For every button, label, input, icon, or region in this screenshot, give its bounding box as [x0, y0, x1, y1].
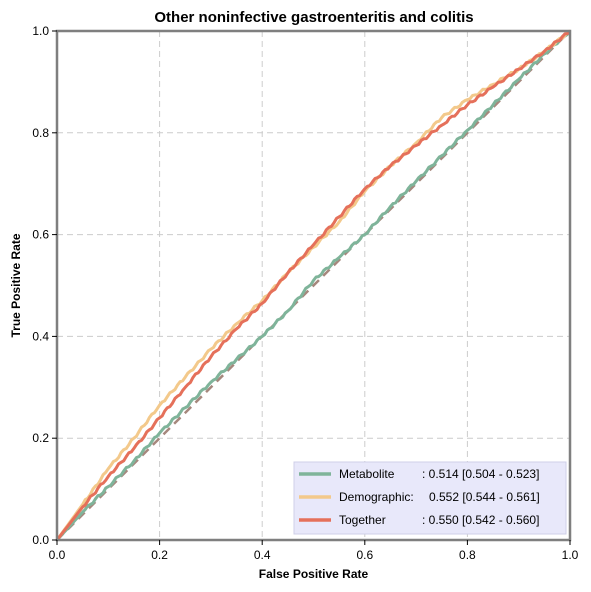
y-tick-label: 0.8: [32, 126, 49, 140]
legend-label-together: Together: [339, 513, 386, 527]
legend-value-together: : 0.550 [0.542 - 0.560]: [422, 513, 539, 527]
y-tick-label: 1.0: [32, 24, 49, 38]
y-tick-label: 0.0: [32, 533, 49, 547]
x-tick-label: 1.0: [562, 548, 579, 562]
legend: Metabolite : 0.514 [0.504 - 0.523] Demogra…: [293, 461, 567, 535]
plot-frame: [55, 29, 572, 542]
legend-label-metabolite: Metabolite: [339, 467, 395, 481]
x-tick-label: 0.8: [459, 548, 476, 562]
x-tick-label: 0.6: [356, 548, 373, 562]
y-tick-label: 0.2: [32, 431, 49, 445]
chart-title: Other noninfective gastroenteritis and c…: [154, 9, 473, 26]
x-tick-label: 0.2: [151, 548, 168, 562]
axis-ticks: 0.0 0.2 0.4 0.6 0.8 1.0 0.0 0.2 0.4 0.6 0.8 1.0: [32, 24, 578, 562]
legend-label-demographic: Demographic:: [339, 490, 414, 504]
legend-value-demographic: 0.552 [0.544 - 0.561]: [429, 490, 540, 504]
x-axis-title: False Positive Rate: [259, 567, 369, 581]
legend-box: [293, 461, 567, 535]
series-line-demographic: [55, 29, 571, 541]
series-line-metabolite: [55, 30, 572, 542]
chance-diagonal: [56, 30, 571, 541]
series-line-together: [55, 29, 572, 541]
series-layer: [55, 29, 572, 542]
y-tick-label: 0.4: [32, 329, 49, 343]
y-axis-title: True Positive Rate: [9, 233, 23, 337]
x-tick-label: 0.4: [254, 548, 271, 562]
x-tick-label: 0.0: [49, 548, 66, 562]
y-tick-label: 0.6: [32, 228, 49, 242]
legend-value-metabolite: : 0.514 [0.504 - 0.523]: [422, 467, 539, 481]
